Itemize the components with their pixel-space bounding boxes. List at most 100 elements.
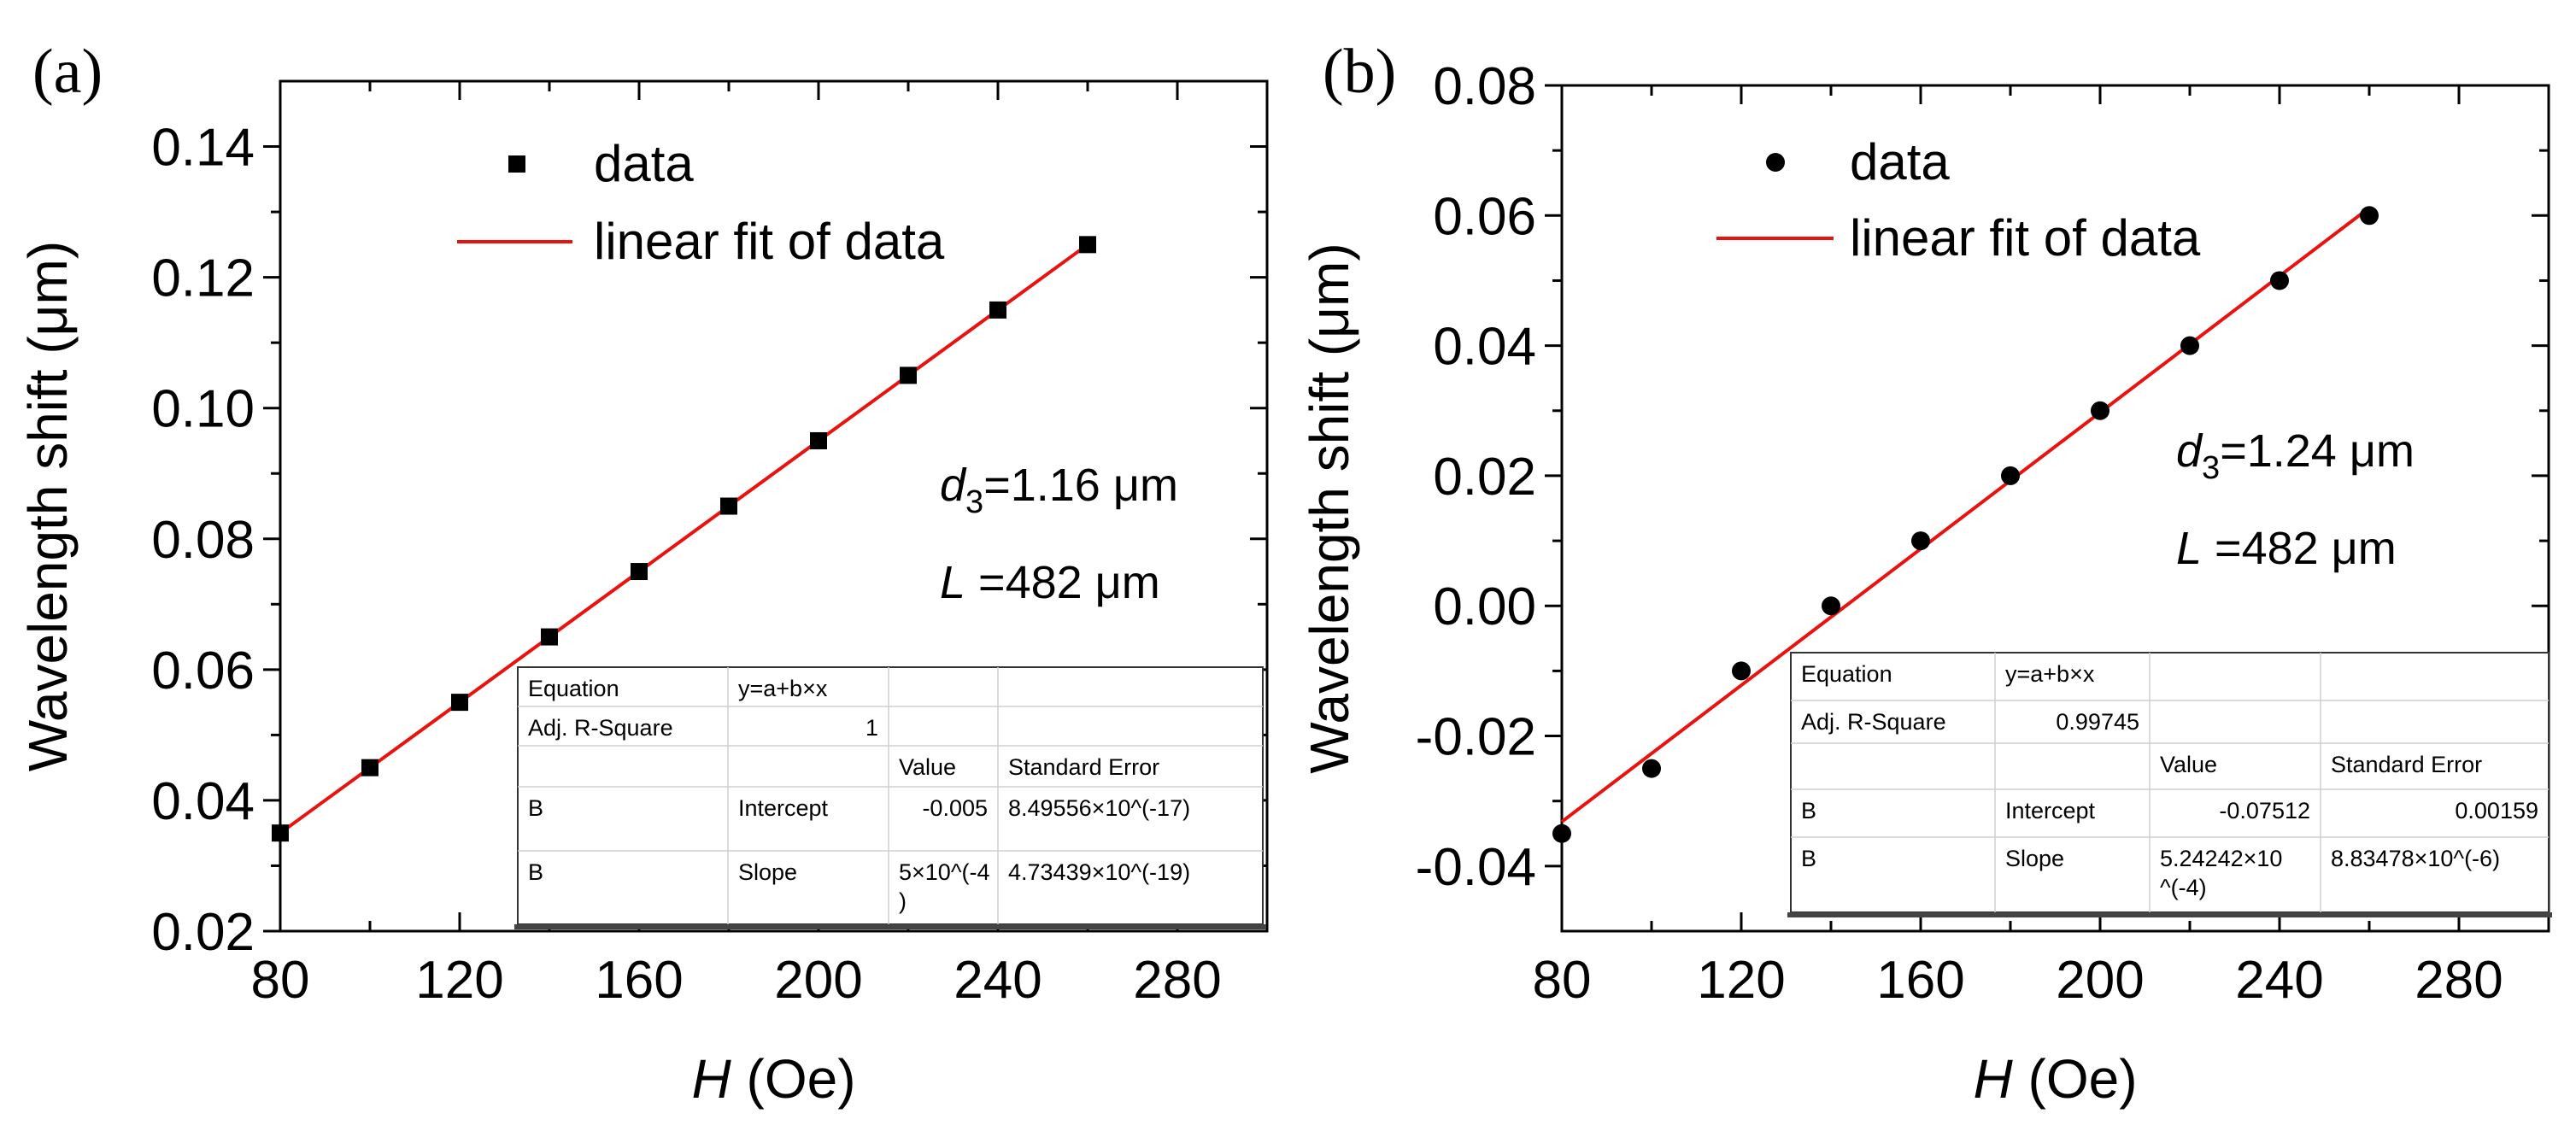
fit-table-cell: -0.07512 (2219, 798, 2310, 823)
data-point (2180, 336, 2199, 355)
x-tick-label: 240 (2235, 951, 2323, 1010)
legend-marker (1766, 153, 1785, 172)
fit-table-cell: Slope (2005, 846, 2064, 871)
data-point (1552, 823, 1571, 843)
annotation-d-value: =1.16 μm (983, 460, 1178, 511)
x-tick-label: 160 (1876, 951, 1964, 1010)
fit-table-cell: 5×10^(-4 (899, 859, 989, 885)
fit-table-cell: 0.00159 (2455, 798, 2538, 823)
fit-table-cell: Equation (1801, 661, 1892, 687)
data-point (541, 628, 558, 646)
legend-label-fit: linear fit of data (594, 213, 945, 270)
annotation-d-sub: 3 (965, 484, 983, 520)
x-axis-title-var: H (692, 1048, 732, 1110)
fit-table-cell: Standard Error (1008, 754, 1159, 780)
data-point (1079, 236, 1096, 254)
y-axis-title: Wavelength shift (μm) (17, 241, 79, 771)
data-point (361, 759, 378, 777)
y-tick-label: 0.08 (1433, 57, 1536, 116)
fit-table: Equation y=a+b×x Adj. R-Square 1 Value Standa… (514, 666, 1266, 929)
x-axis-title-space (2013, 1048, 2028, 1110)
fit-table-shadow (514, 924, 1266, 929)
fit-table-frame (517, 666, 1264, 925)
annotation-length: L =482 μm (2176, 523, 2397, 574)
legend-label-fit: linear fit of data (1850, 209, 2201, 267)
fit-table-cell: B (1801, 846, 1816, 871)
x-tick-label: 120 (415, 951, 503, 1010)
panel-label: (a) (32, 37, 103, 107)
x-tick-label: 240 (954, 951, 1042, 1010)
annotation-d-value: =1.24 μm (2220, 425, 2415, 477)
annotation-d-var: d (2176, 425, 2203, 477)
fit-table-cell: 0.99745 (2056, 709, 2139, 735)
fit-table-cell: Slope (738, 859, 797, 885)
x-tick-label: 280 (1133, 951, 1221, 1010)
fit-table-cell: y=a+b×x (2005, 661, 2095, 687)
annotation-d-var: d (940, 460, 967, 511)
y-tick-label: 0.12 (151, 249, 255, 308)
y-tick-label: -0.04 (1416, 838, 1536, 897)
x-tick-label: 200 (774, 951, 862, 1010)
fit-table-cell: y=a+b×x (738, 676, 828, 701)
fit-table-cell: Value (2160, 752, 2217, 777)
fit-line (279, 243, 1089, 835)
y-tick-label: 0.04 (151, 772, 255, 831)
data-point (1732, 661, 1751, 681)
fit-table-cell: Standard Error (2331, 752, 2482, 777)
data-point (451, 694, 468, 712)
x-tick-label: 160 (595, 951, 683, 1010)
x-axis-title-unit: (Oe) (747, 1048, 856, 1110)
y-tick-label: 0.02 (151, 903, 255, 962)
fit-table-cell: -0.005 (922, 795, 988, 821)
fit-table-cell: 1 (866, 715, 878, 741)
x-axis-title-unit: (Oe) (2028, 1048, 2138, 1110)
fit-table-cell: B (528, 795, 543, 821)
panel-label: (b) (1323, 37, 1396, 107)
y-tick-label: 0.08 (151, 511, 255, 570)
fit-table: Equation y=a+b×x Adj. R-Square 0.99745 Value… (1787, 652, 2552, 917)
annotation-length: L =482 μm (940, 557, 1160, 608)
y-tick-label: 0.04 (1433, 318, 1536, 377)
y-tick-label: 0.14 (151, 119, 255, 178)
fit-table-shadow (1787, 912, 2552, 917)
y-tick-label: 0.06 (151, 642, 255, 700)
annotation-d-sub: 3 (2202, 450, 2220, 486)
data-point (1642, 759, 1661, 778)
fit-table-cell: Adj. R-Square (528, 715, 673, 741)
fit-table-cell-wrap: ) (899, 888, 907, 914)
legend-label-data: data (1850, 133, 1950, 190)
data-point (2270, 271, 2289, 290)
y-axis-title: Wavelength shift (μm) (1299, 243, 1360, 773)
data-point (989, 301, 1006, 319)
x-tick-label: 120 (1697, 951, 1785, 1010)
annotation-L-var: L (2176, 523, 2202, 574)
y-tick-label: -0.02 (1416, 708, 1536, 767)
fit-table-cell: Value (899, 754, 956, 780)
fit-table-frame (1790, 652, 2550, 913)
y-tick-label: 0.06 (1433, 187, 1536, 246)
legend-marker (508, 155, 525, 173)
fit-table-cell: 4.73439×10^(-19) (1008, 859, 1190, 885)
data-point (2001, 466, 2020, 485)
y-tick-label: 0.00 (1433, 577, 1536, 636)
annotation-L-var: L (940, 557, 965, 608)
fit-table-cell: B (1801, 798, 1816, 823)
fit-table-cell: 5.24242×10 (2160, 846, 2282, 871)
annotation-thickness: d3=1.24 μm (2176, 425, 2415, 486)
fit-line (1560, 206, 2371, 823)
x-tick-label: 200 (2056, 951, 2144, 1010)
x-axis-title-var: H (1974, 1048, 2014, 1110)
fit-table-cell: 8.49556×10^(-17) (1008, 795, 1190, 821)
fit-table-cell: Equation (528, 676, 619, 701)
chart-panel-a: (a) 80 120 160 200 240 280 0.02 0.04 0.06 0.08 0.10… (17, 37, 1269, 1110)
x-tick-label: 80 (1533, 951, 1592, 1010)
data-point (1822, 596, 1840, 616)
fit-table-cell: Adj. R-Square (1801, 709, 1946, 735)
fit-table-cell-wrap: ^(-4) (2160, 875, 2207, 900)
data-point (631, 563, 648, 581)
x-tick-label: 80 (251, 951, 310, 1010)
x-axis-title: H (Oe) (1974, 1048, 2138, 1110)
annotation-L-value: =482 μm (2202, 523, 2397, 574)
x-axis-title-space (731, 1048, 747, 1110)
